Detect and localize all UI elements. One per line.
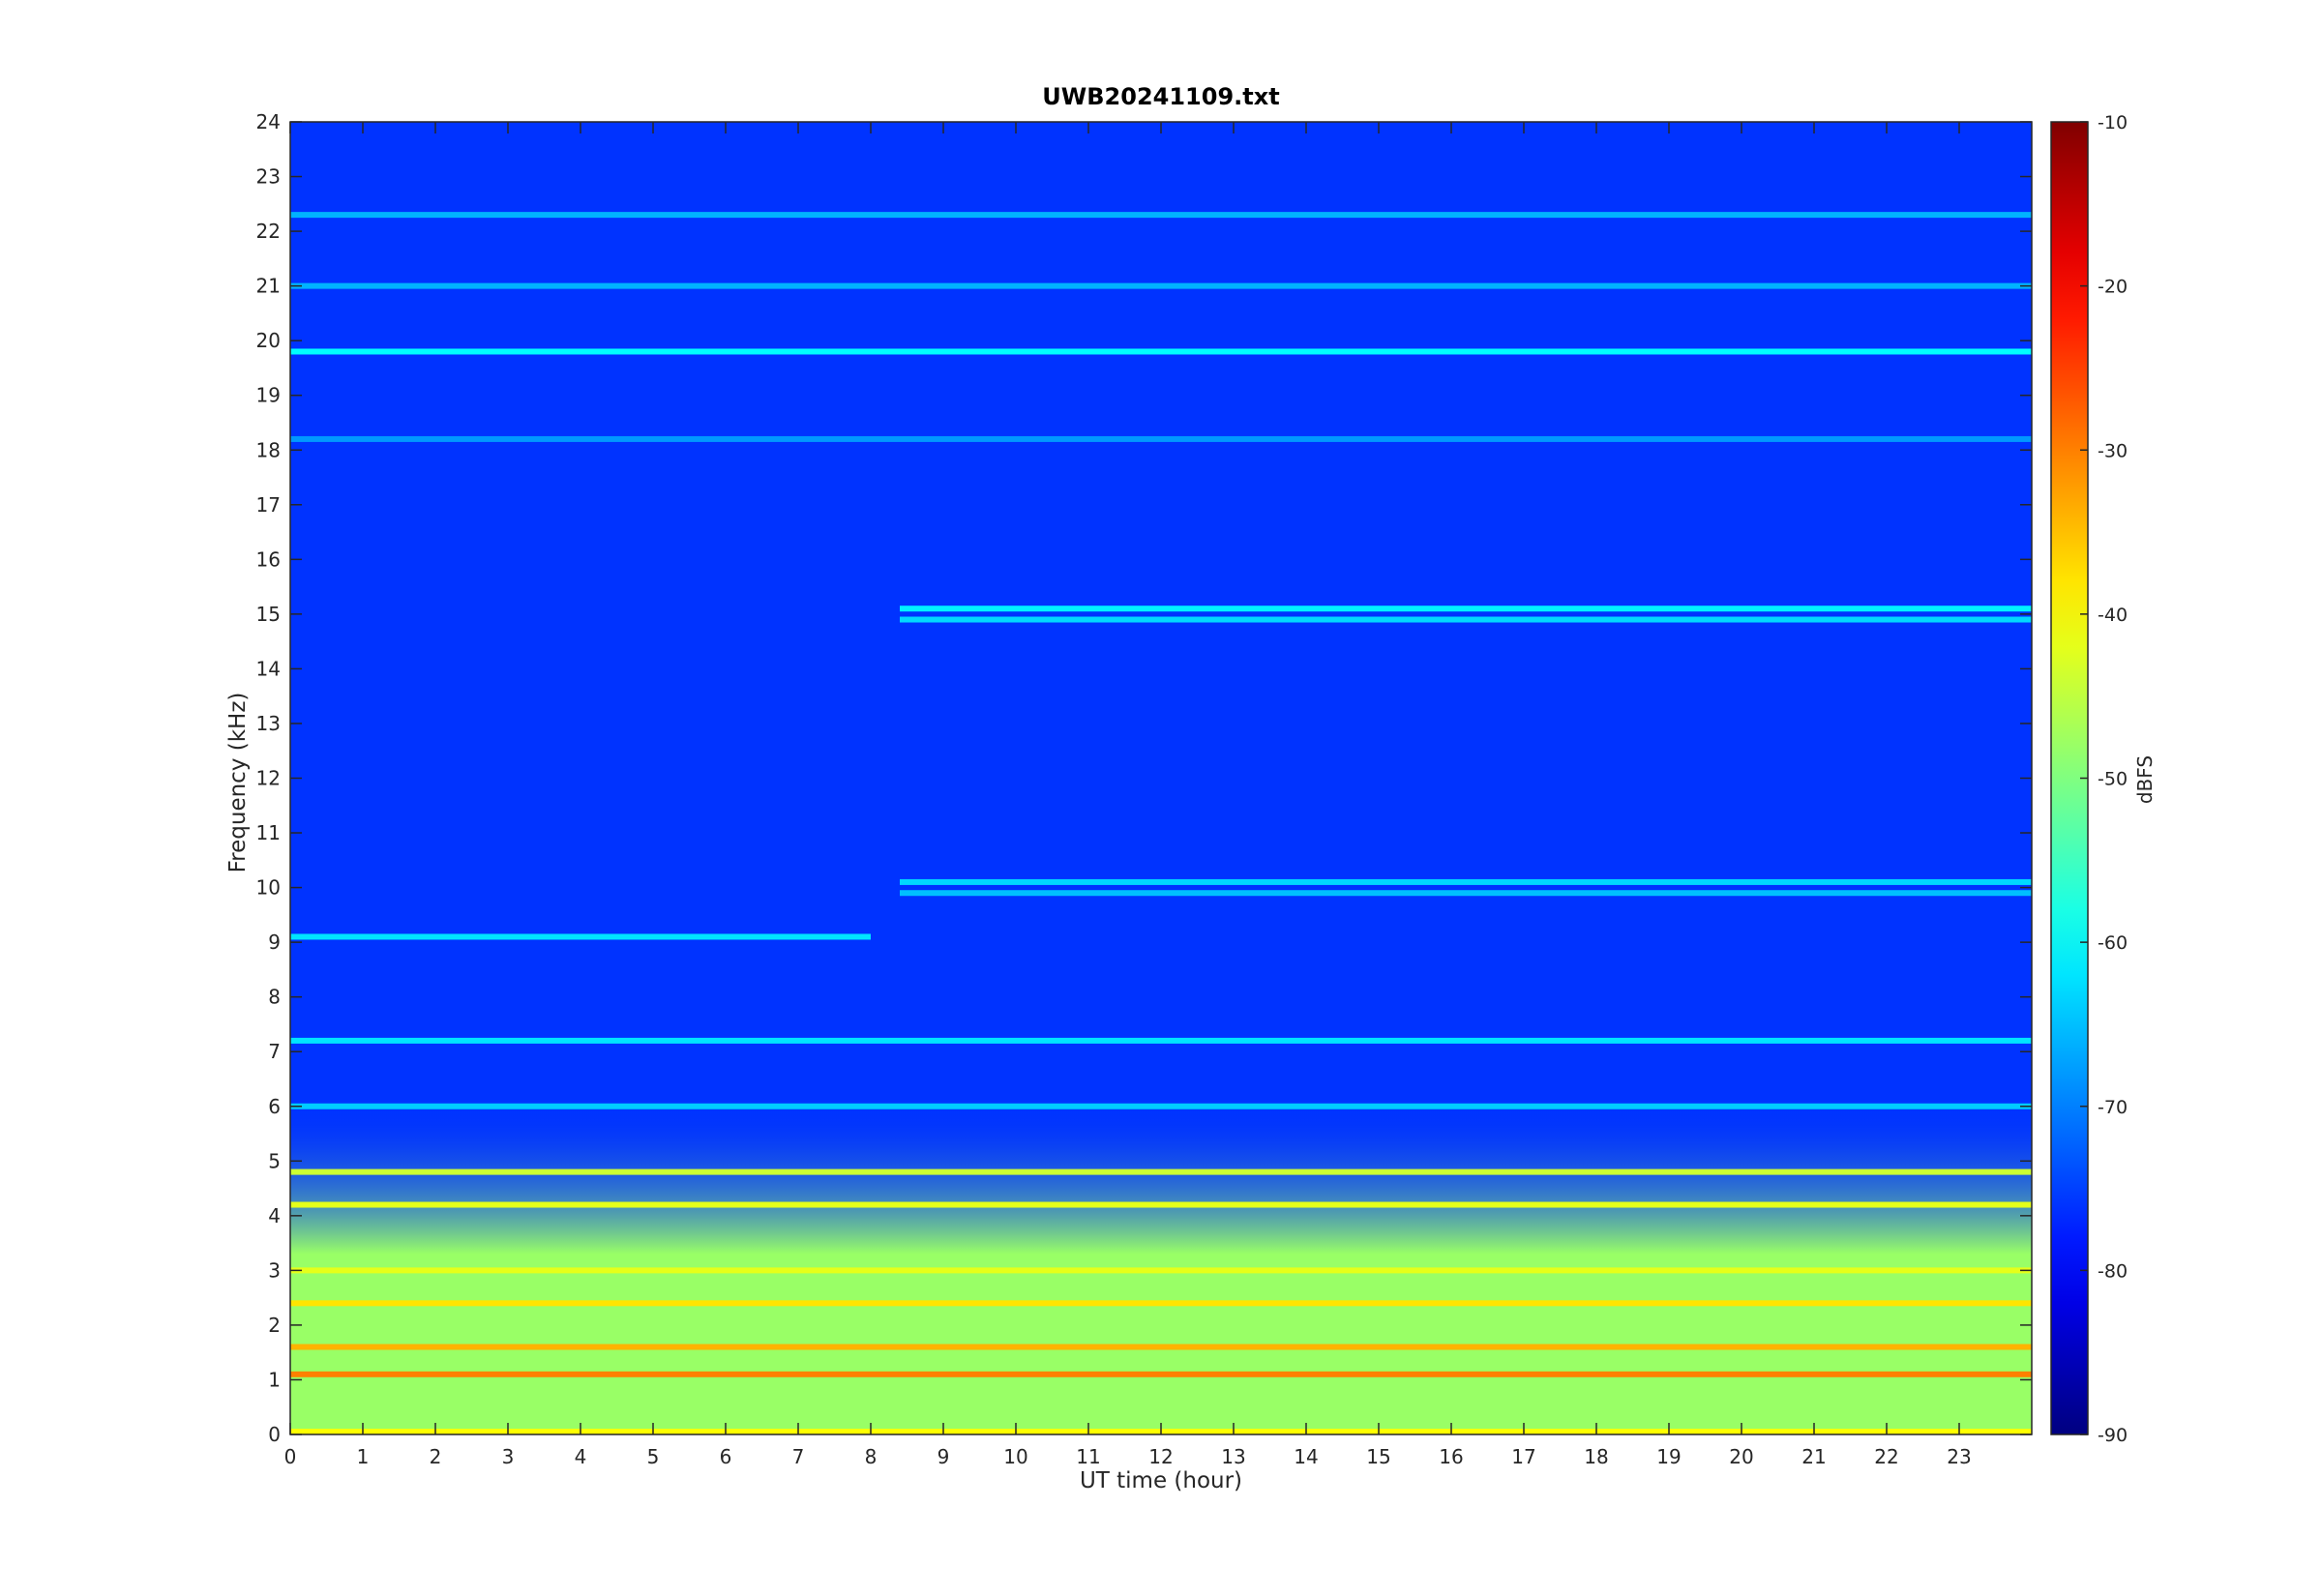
x-tick-label: 5 bbox=[647, 1445, 660, 1468]
x-tick-label: 6 bbox=[720, 1445, 732, 1468]
x-tick-label: 17 bbox=[1511, 1445, 1535, 1468]
x-tick-label: 23 bbox=[1947, 1445, 1971, 1468]
y-tick-label: 17 bbox=[256, 493, 281, 517]
colorbar-tick-label: -80 bbox=[2098, 1260, 2128, 1282]
y-tick-label: 12 bbox=[256, 767, 281, 790]
y-tick-label: 11 bbox=[256, 821, 281, 844]
emission-line bbox=[290, 282, 2032, 289]
emission-line bbox=[900, 890, 2032, 897]
emission-line bbox=[900, 616, 2032, 623]
x-tick-label: 19 bbox=[1656, 1445, 1681, 1468]
y-tick-label: 21 bbox=[256, 275, 281, 298]
x-tick-label: 16 bbox=[1439, 1445, 1463, 1468]
x-tick-label: 14 bbox=[1294, 1445, 1318, 1468]
y-tick-label: 7 bbox=[268, 1040, 281, 1063]
y-tick-label: 19 bbox=[256, 384, 281, 407]
emission-line bbox=[290, 1267, 2032, 1274]
emission-line bbox=[290, 1103, 2032, 1109]
colorbar-tick-label: -60 bbox=[2098, 932, 2128, 954]
emission-line bbox=[900, 878, 2032, 885]
x-tick-label: 11 bbox=[1076, 1445, 1100, 1468]
x-axis: 0 1 2 3 4 5 6 7 8 9 10 11 12 13 14 15 16 17 18 19 20 21 22 23 bbox=[284, 122, 1972, 1468]
colorbar-label: dBFS bbox=[2133, 754, 2157, 805]
emission-line bbox=[290, 1300, 2032, 1307]
colorbar-tick-label: -10 bbox=[2098, 112, 2128, 133]
y-tick-label: 18 bbox=[256, 438, 281, 461]
y-tick-label: 3 bbox=[268, 1258, 281, 1282]
emission-line bbox=[290, 1371, 2032, 1377]
emission-line bbox=[290, 1344, 2032, 1350]
colorbar-tick-label: -90 bbox=[2098, 1425, 2128, 1446]
y-tick-label: 4 bbox=[268, 1204, 281, 1227]
x-tick-label: 1 bbox=[357, 1445, 370, 1468]
chart-title: UWB20241109.txt bbox=[1042, 83, 1280, 110]
y-tick-label: 23 bbox=[256, 165, 281, 189]
x-tick-label: 9 bbox=[938, 1445, 950, 1468]
colorbar-tick-label: -20 bbox=[2098, 277, 2128, 298]
x-tick-label: 7 bbox=[792, 1445, 805, 1468]
emission-line bbox=[290, 435, 2032, 442]
emission-line bbox=[290, 348, 2032, 355]
y-tick-label: 10 bbox=[256, 876, 281, 900]
y-tick-label: 8 bbox=[268, 986, 281, 1009]
colorbar: -10 -20 -30 -40 -50 -60 -70 -80 -90 bbox=[2050, 112, 2128, 1446]
x-tick-label: 0 bbox=[284, 1445, 297, 1468]
x-tick-label: 10 bbox=[1003, 1445, 1027, 1468]
y-tick-label: 1 bbox=[268, 1368, 281, 1391]
y-tick-label: 0 bbox=[268, 1423, 281, 1446]
x-tick-label: 3 bbox=[502, 1445, 515, 1468]
colorbar-tick-label: -70 bbox=[2098, 1097, 2128, 1118]
y-tick-label: 6 bbox=[268, 1095, 281, 1118]
x-tick-label: 12 bbox=[1148, 1445, 1173, 1468]
x-tick-label: 22 bbox=[1874, 1445, 1898, 1468]
y-tick-label: 16 bbox=[256, 547, 281, 571]
y-tick-label: 15 bbox=[256, 603, 281, 626]
y-tick-label: 2 bbox=[268, 1314, 281, 1337]
x-tick-label: 15 bbox=[1366, 1445, 1390, 1468]
emission-line bbox=[290, 933, 871, 940]
y-tick-label: 22 bbox=[256, 220, 281, 243]
y-tick-label: 13 bbox=[256, 712, 281, 735]
y-tick-label: 14 bbox=[256, 657, 281, 680]
x-axis-label: UT time (hour) bbox=[1079, 1468, 1243, 1493]
x-tick-label: 21 bbox=[1801, 1445, 1826, 1468]
x-tick-label: 8 bbox=[865, 1445, 878, 1468]
colorbar-tick-label: -30 bbox=[2098, 440, 2128, 461]
y-tick-label: 5 bbox=[268, 1149, 281, 1172]
x-tick-label: 2 bbox=[430, 1445, 442, 1468]
emission-line bbox=[290, 1201, 2032, 1208]
y-tick-label: 9 bbox=[268, 931, 281, 954]
x-tick-label: 13 bbox=[1221, 1445, 1245, 1468]
x-tick-label: 4 bbox=[575, 1445, 587, 1468]
x-tick-label: 18 bbox=[1584, 1445, 1608, 1468]
colorbar-tick-label: -50 bbox=[2098, 769, 2128, 790]
spectrogram-image bbox=[290, 122, 2032, 1435]
emission-line bbox=[900, 606, 2032, 612]
x-tick-label: 20 bbox=[1729, 1445, 1753, 1468]
y-tick-label: 24 bbox=[256, 110, 281, 133]
y-tick-label: 20 bbox=[256, 329, 281, 352]
colorbar-tick-label: -40 bbox=[2098, 605, 2128, 626]
emission-line bbox=[290, 1168, 2032, 1175]
y-axis-label: Frequency (kHz) bbox=[225, 692, 251, 873]
emission-line bbox=[290, 1037, 2032, 1044]
emission-line bbox=[290, 212, 2032, 219]
